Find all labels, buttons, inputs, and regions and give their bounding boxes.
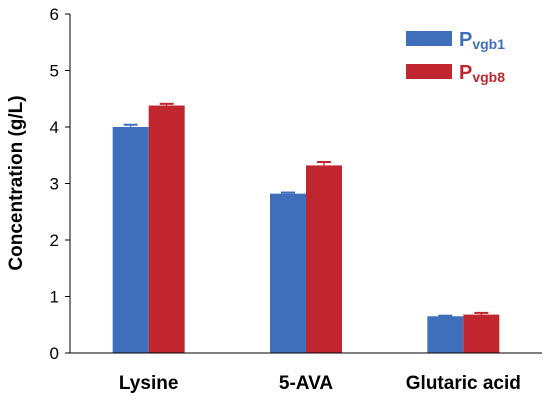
y-tick-label-1: 1: [50, 288, 59, 307]
y-tick-label-5: 5: [50, 62, 59, 81]
bar-1-1: [112, 127, 149, 353]
bar-1-2: [270, 193, 306, 353]
legend-item-2: Pvgb8: [406, 62, 505, 85]
bar-1-3: [427, 316, 464, 353]
error-bar-1-3: [438, 314, 453, 317]
legend: Pvgb1 Pvgb8: [406, 29, 505, 85]
legend-label-1-subscript: vgb1: [472, 36, 505, 52]
error-bar-2-2: [317, 161, 331, 166]
legend-label-2-main: P: [459, 62, 472, 84]
bar-2-3: [463, 314, 500, 353]
y-tick-label-4: 4: [50, 118, 59, 137]
legend-label-2-subscript: vgb8: [472, 69, 505, 85]
y-tick-label-3: 3: [50, 175, 59, 194]
error-bar-2-1: [159, 102, 174, 106]
y-tick-label-0: 0: [50, 344, 59, 363]
error-bar-1-2: [281, 191, 295, 194]
legend-label-2: Pvgb8: [459, 62, 505, 85]
x-category-label-1: Lysine: [119, 373, 179, 394]
legend-label-1-main: P: [459, 29, 472, 51]
y-tick-label-6: 6: [50, 5, 59, 24]
legend-swatch-1: [406, 31, 452, 46]
bars-layer: [112, 105, 500, 353]
legend-item-1: Pvgb1: [406, 29, 505, 52]
bar-2-1: [148, 105, 185, 353]
error-bar-1-1: [123, 123, 138, 127]
error-bars-layer: [123, 102, 489, 317]
plot-area: 0 1 2 3 4 5 6 Lysine 5-AVA Glutaric acid: [50, 5, 542, 394]
x-category-label-3: Glutaric acid: [406, 373, 521, 394]
y-tick-label-2: 2: [50, 231, 59, 250]
x-category-label-2: 5-AVA: [279, 373, 333, 394]
bar-2-2: [306, 165, 342, 353]
legend-swatch-2: [406, 64, 452, 79]
error-bar-2-3: [474, 311, 489, 315]
x-axis-category-labels: Lysine 5-AVA Glutaric acid: [119, 373, 521, 394]
y-axis-ticks: 0 1 2 3 4 5 6: [50, 5, 70, 363]
legend-label-1: Pvgb1: [459, 29, 505, 52]
y-axis-title: Concentration (g/L): [6, 95, 27, 270]
